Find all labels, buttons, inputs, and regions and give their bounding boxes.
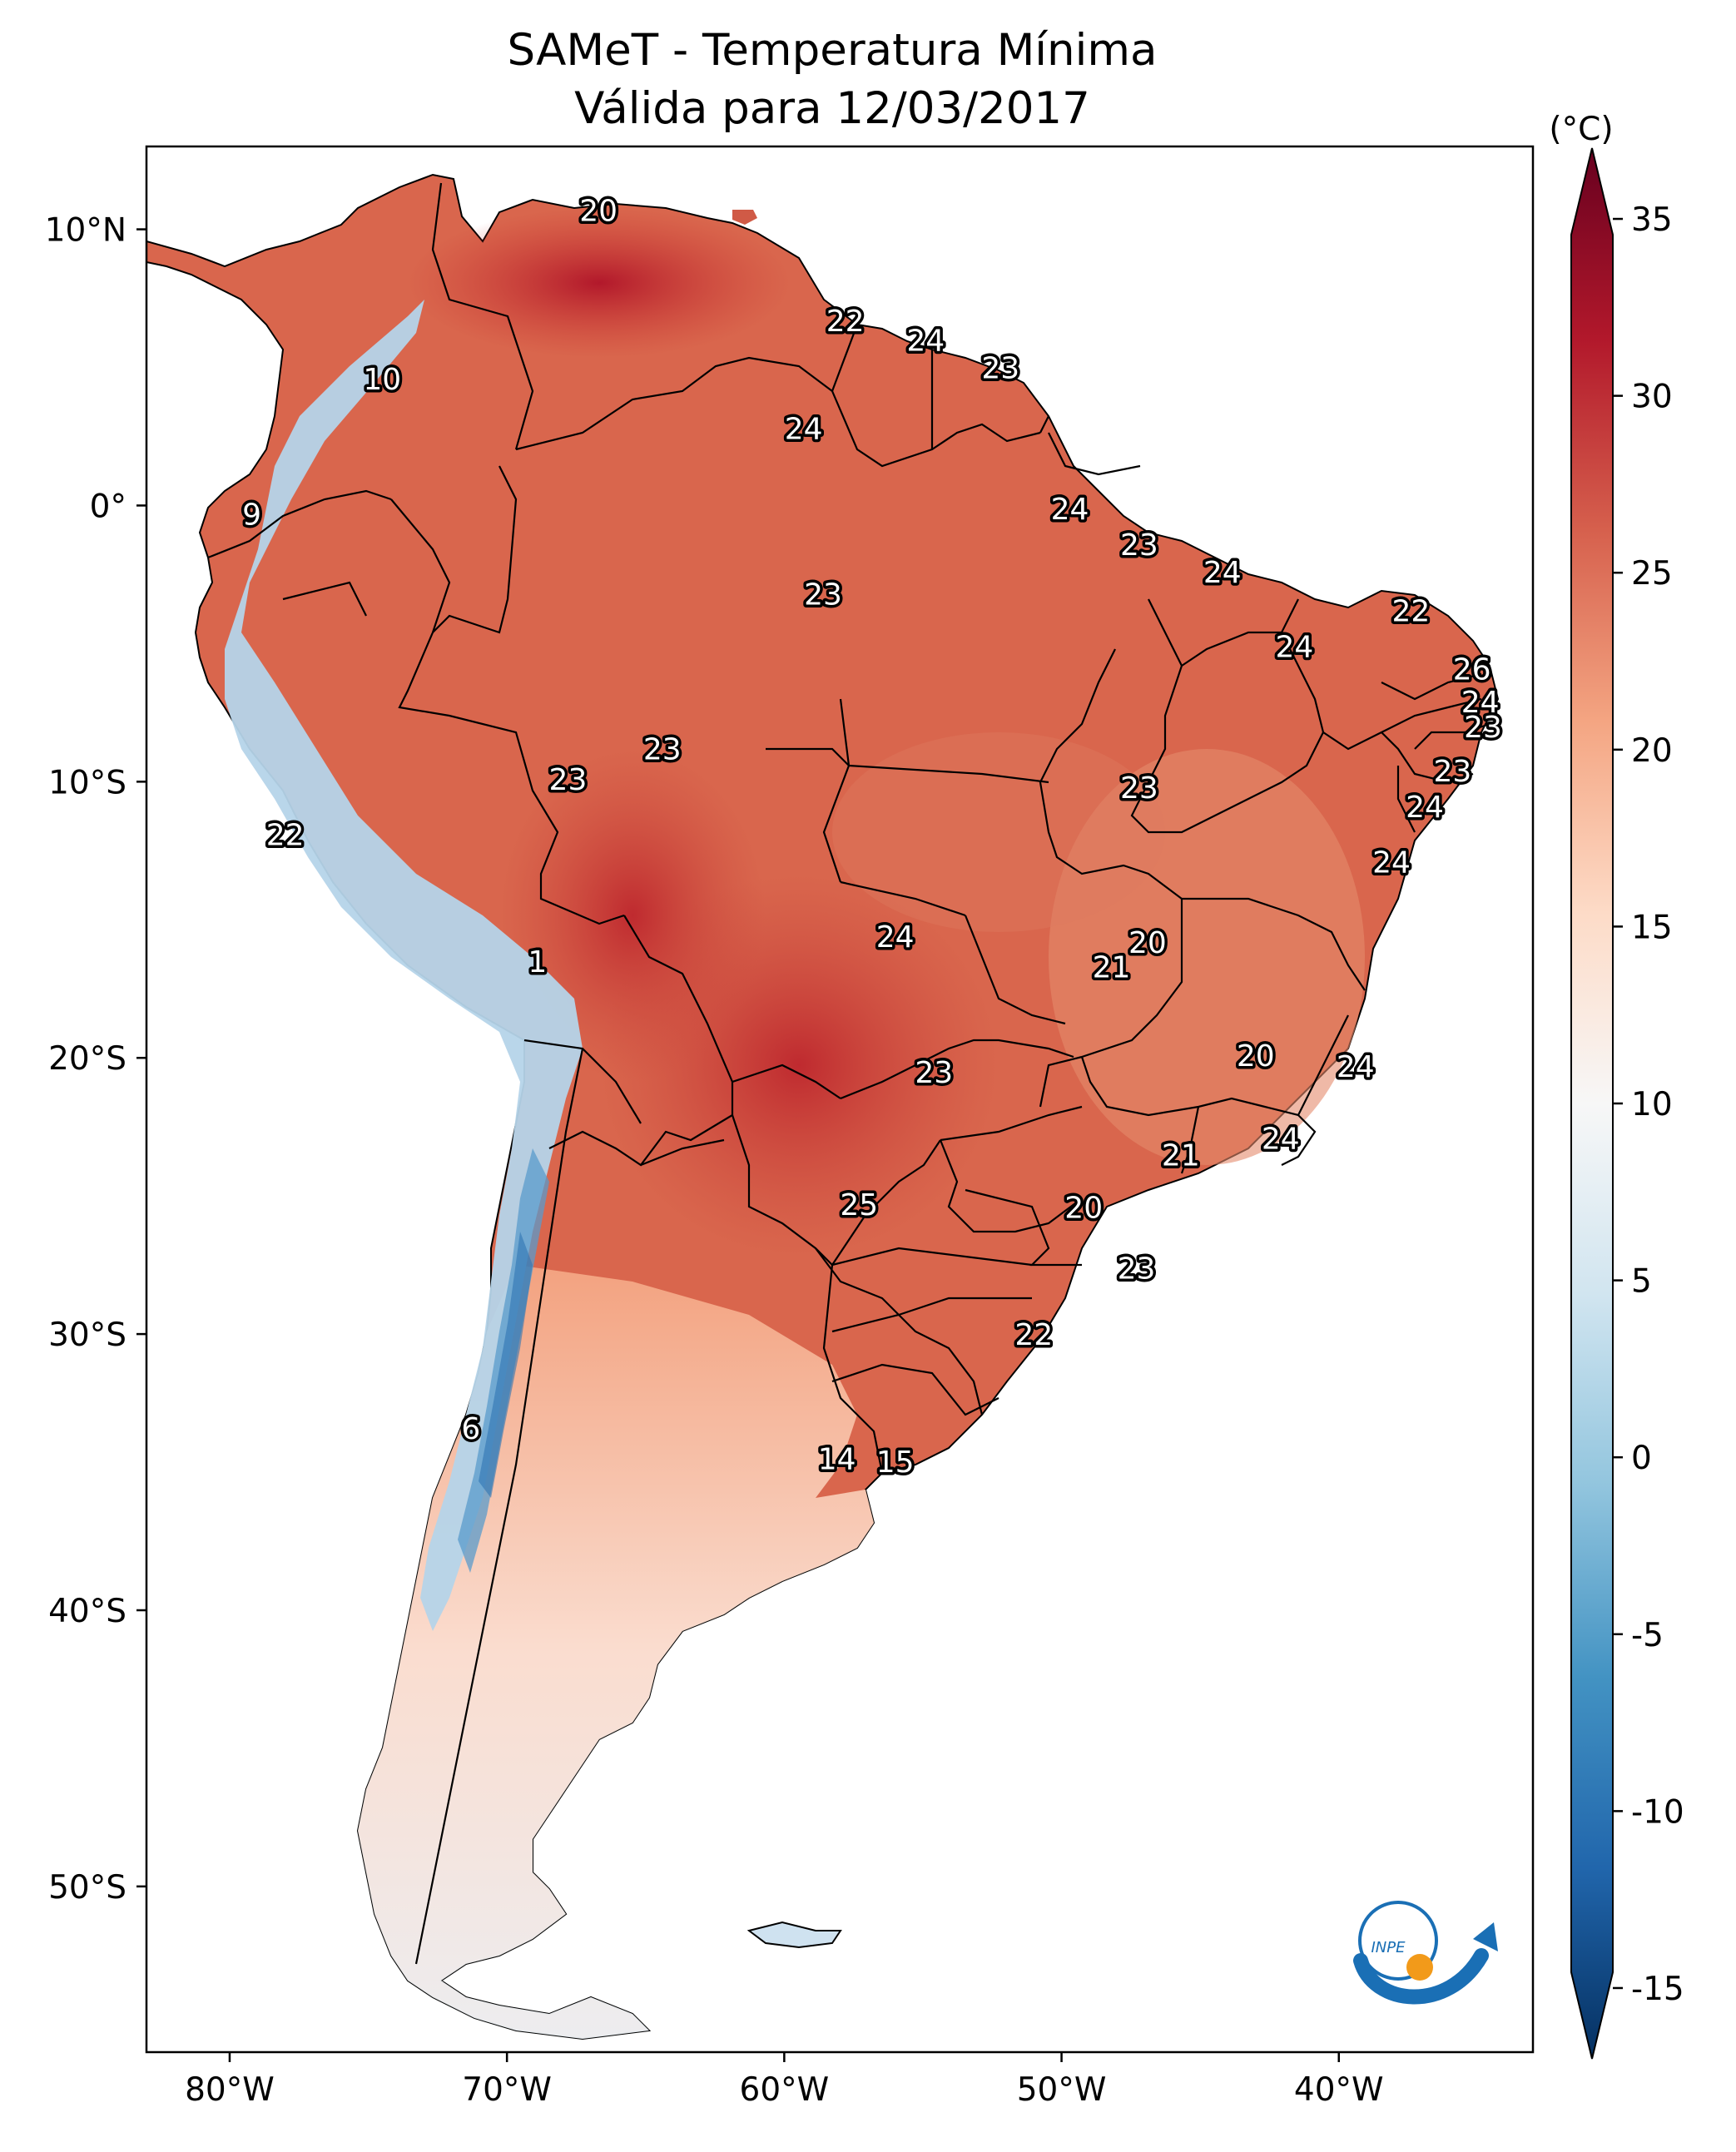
colorbar-tick-label: 15 [1631,909,1673,946]
inpe-logo: INPE [1353,1901,1498,2005]
falklands [746,1921,842,1949]
station-temperature-label: 24 [1051,493,1089,527]
colorbar-tick-label: -15 [1631,1971,1684,2008]
lon-tick-label: 60°W [740,2071,830,2109]
lon-tick-label: 50°W [1017,2071,1107,2109]
colorbar-unit: (°C) [1549,111,1613,148]
station-temperature-label: 24 [1406,791,1444,825]
map-frame [145,145,1535,2054]
station-temperature-label: 22 [826,305,865,339]
colorbar-tick-label: 35 [1631,201,1673,239]
colorbar-body [1570,147,1614,2060]
lat-tick-label: 40°S [48,1593,126,1630]
station-temperature-label: 23 [1120,528,1158,563]
station-temperature-label: 24 [785,413,823,447]
station-temperature-label: 9 [242,498,261,532]
lat-tick-label: 50°S [48,1869,126,1907]
station-temperature-label: 21 [1093,951,1131,985]
station-temperature-label: 20 [1128,926,1167,960]
map-title-line2: Válida para 12/03/2017 [574,83,1090,134]
station-temperature-label: 24 [876,920,915,955]
station-temperature-label: 23 [643,733,682,767]
colorbar-tick-label: 5 [1631,1263,1652,1301]
inpe-logo-text: INPE [1371,1939,1406,1956]
andes-cold [225,300,583,1631]
country-borders [207,182,1490,1965]
lat-tick-label: 10°N [45,212,126,250]
station-temperature-label: 23 [1433,755,1471,789]
colorbar-tick-label: -5 [1631,1617,1664,1654]
lat-tick-label: 30°S [48,1316,126,1354]
station-temperature-label: 24 [1262,1122,1300,1156]
station-temperature-label: 23 [804,578,842,612]
latitude-axis: 10°N 0° 10°S 20°S 30°S 40°S 50°S [45,212,146,1907]
lat-tick-label: 0° [90,488,126,525]
station-temperature-label: 24 [1203,556,1242,590]
lat-tick-label: 20°S [48,1040,126,1078]
station-temperature-label: 22 [1014,1318,1053,1352]
colorbar-tick-label: 25 [1631,555,1673,593]
station-temperature-label: 24 [1372,846,1411,880]
colorbar-tick-label: 0 [1631,1440,1652,1477]
station-temperature-label: 23 [1464,711,1502,745]
lon-tick-label: 40°W [1294,2071,1384,2109]
station-temperature-label: 24 [1461,686,1500,720]
map-title-line1: SAMeT - Temperatura Mínima [508,25,1158,76]
station-temperature-label: 15 [876,1445,915,1480]
station-temperature-label: 21 [1162,1138,1200,1173]
station-temperature-label: 22 [266,818,305,852]
station-temperature-label: 14 [818,1442,856,1476]
colorbar: (°C) 35 30 25 20 15 10 5 0 -5 -10 -15 [1549,111,1684,2060]
lat-tick-label: 10°S [48,764,126,801]
station-temperature-label: 24 [1337,1050,1375,1084]
colorbar-tick-label: 20 [1631,732,1673,770]
station-temperature-label: 20 [1064,1191,1103,1225]
caribbean-islands [732,210,757,225]
lon-tick-label: 70°W [462,2071,552,2109]
colorbar-ticks: 35 30 25 20 15 10 5 0 -5 -10 -15 [1613,201,1684,2008]
lon-tick-label: 80°W [185,2071,275,2109]
station-temperature-label: 23 [1120,771,1158,806]
longitude-axis: 80°W 70°W 60°W 50°W 40°W [185,2052,1384,2109]
station-temperature-label: 23 [981,352,1019,386]
station-temperature-label: 24 [1276,631,1314,665]
station-temperature-label: 24 [906,324,945,358]
station-temperature-label: 20 [579,194,618,228]
station-temperature-label: 6 [461,1412,480,1446]
station-temperature-label: 25 [840,1188,878,1222]
colorbar-tick-label: 30 [1631,379,1673,416]
station-temperature-label: 10 [363,363,401,397]
station-temperature-label: 23 [549,763,588,797]
station-temperature-label: 20 [1237,1039,1275,1074]
station-temperature-label: 1 [528,945,547,979]
colorbar-tick-label: -10 [1631,1793,1684,1831]
station-temperature-label: 23 [1118,1252,1156,1286]
station-temperature-label: 23 [915,1056,953,1090]
colorbar-tick-label: 10 [1631,1086,1673,1123]
station-temperature-label: 26 [1453,652,1491,687]
station-temperature-label: 22 [1391,595,1430,629]
